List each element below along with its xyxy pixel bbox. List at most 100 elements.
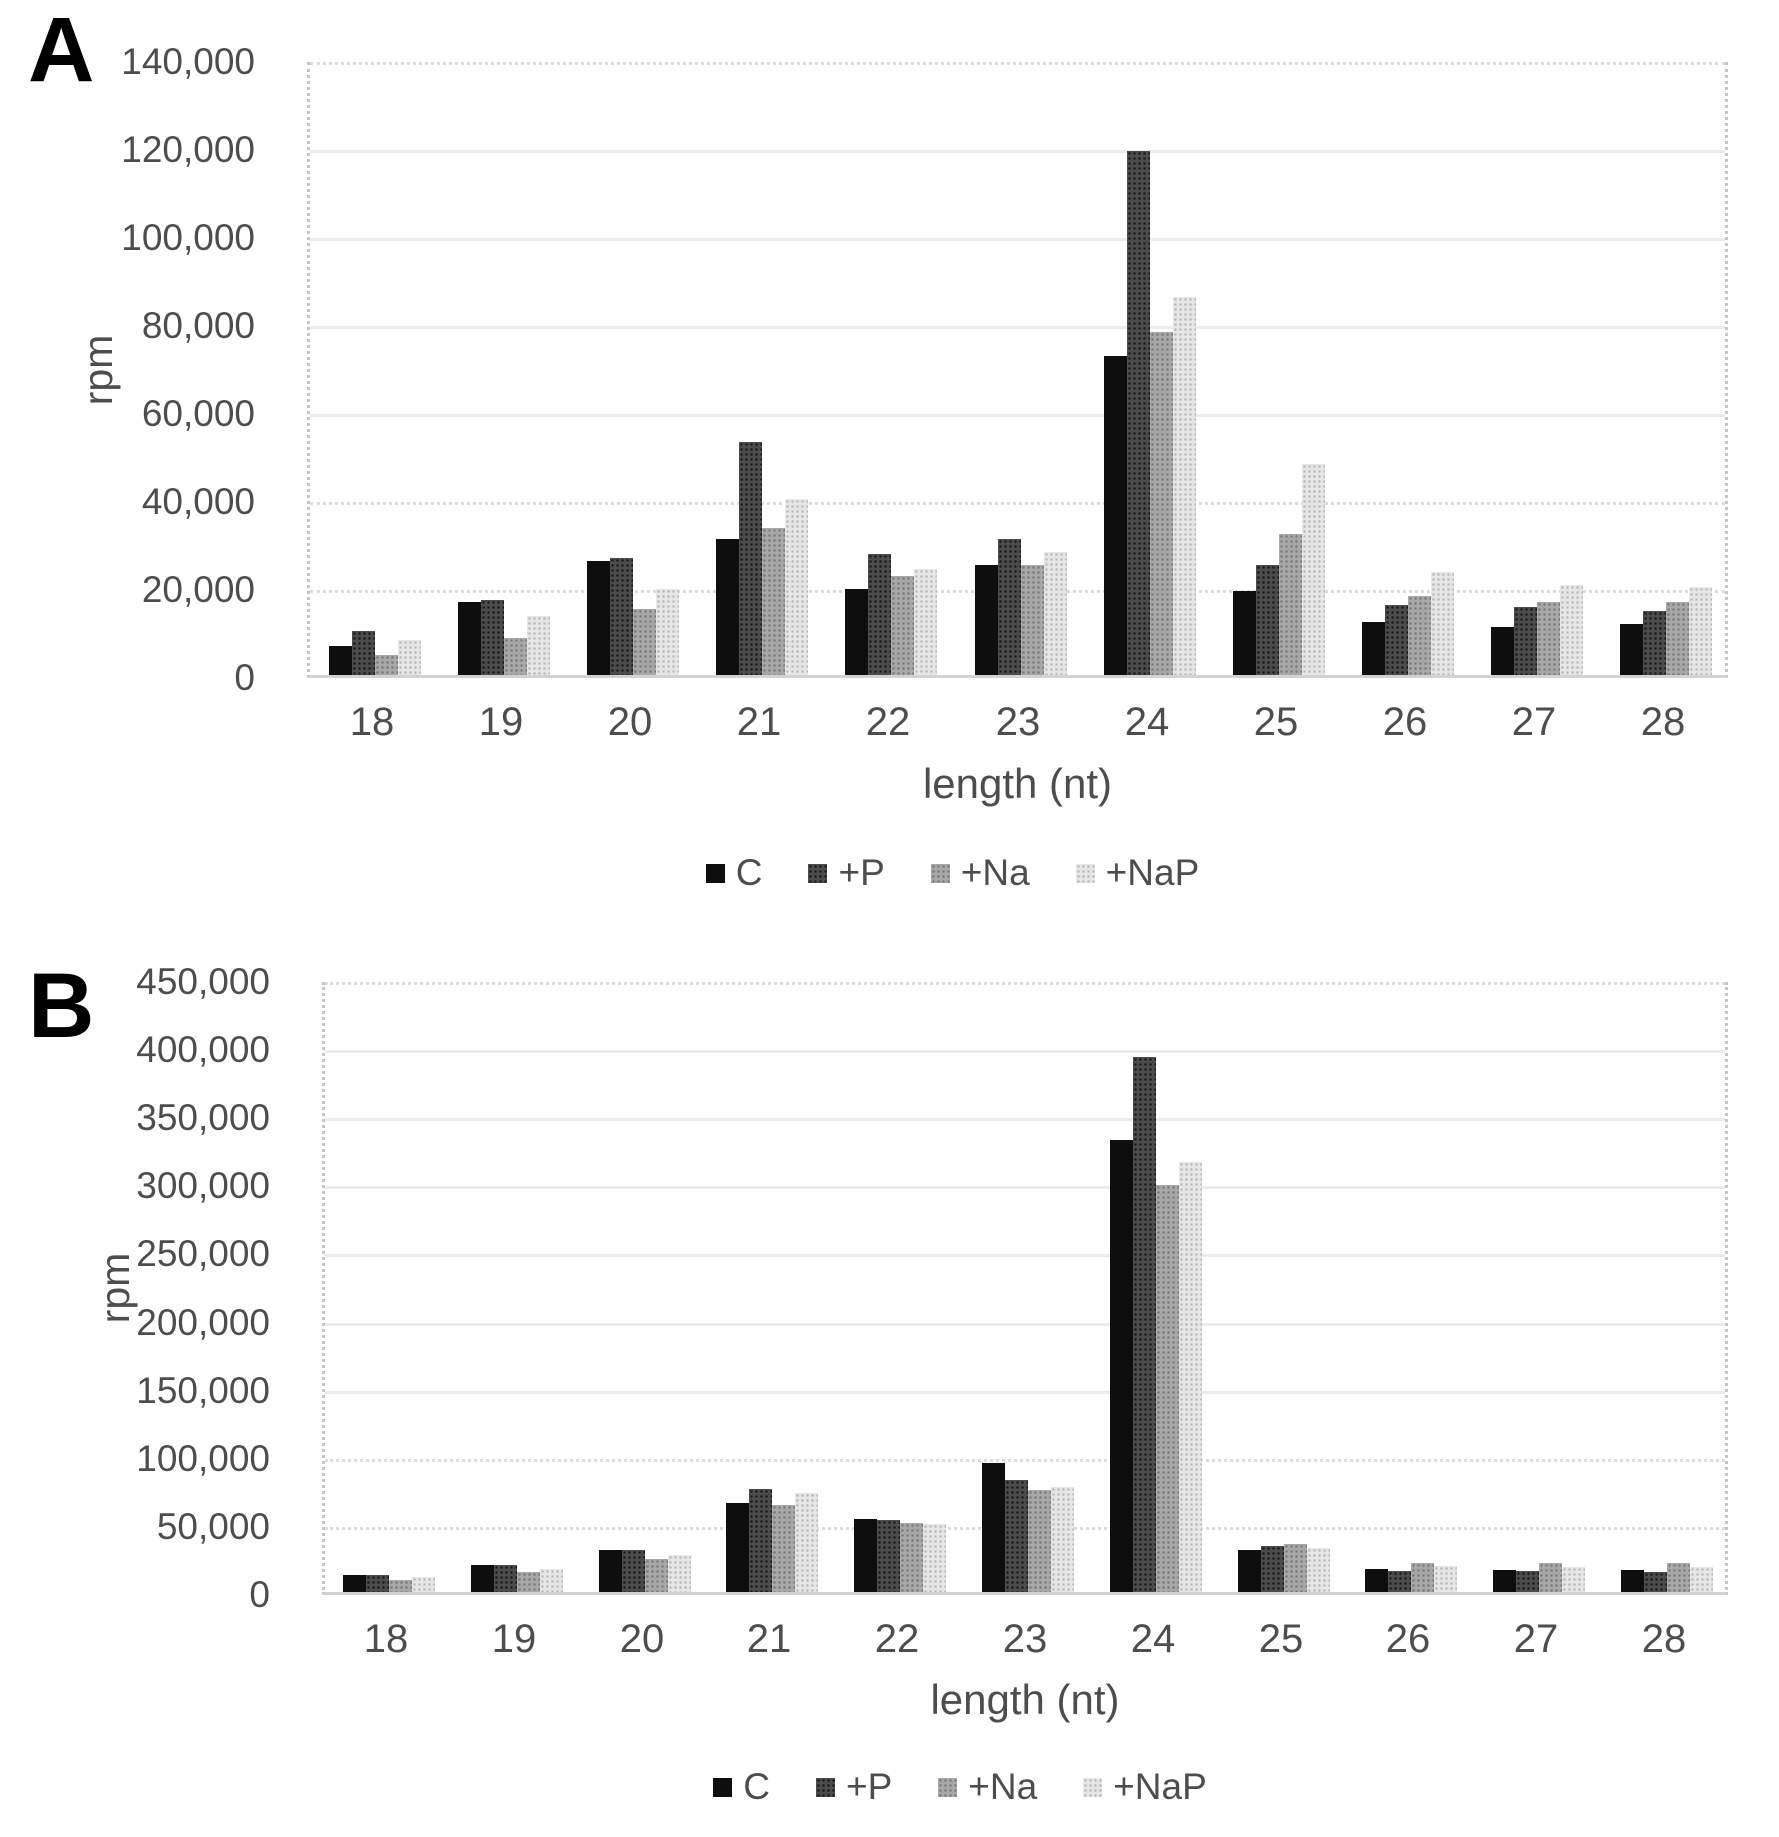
gray-dotted-square-icon: [938, 1777, 958, 1797]
y-tick-label: 0: [249, 1574, 270, 1615]
x-tick-label: 25: [1253, 700, 1299, 744]
legend-item-+Na: +Na: [938, 1766, 1037, 1808]
plot-area-b: [322, 982, 1728, 1595]
y-tick-label: 400,000: [136, 1029, 270, 1070]
x-tick-label: 18: [349, 700, 395, 744]
legend-label: C: [743, 1766, 770, 1807]
bar-+Na-22: [891, 576, 914, 675]
bar-C-28: [1621, 1570, 1644, 1592]
bar-+Na-21: [762, 528, 785, 675]
bar-+NaP-28: [1689, 587, 1712, 675]
x-tick-label: 19: [491, 1617, 537, 1661]
legend-label: C: [735, 852, 763, 893]
gridline: [325, 1186, 1725, 1189]
y-tick-label: 20,000: [141, 569, 255, 610]
bar-+P-18: [352, 631, 375, 675]
bar-+P-24: [1133, 1057, 1156, 1592]
panel-a: A rpm length (nt) C +P +Na +NaP 140,000 120,…: [0, 0, 1779, 910]
bar-+NaP-22: [923, 1524, 946, 1592]
bar-+Na-28: [1667, 1563, 1690, 1592]
bar-+P-22: [868, 554, 891, 675]
x-tick-label: 22: [865, 700, 911, 744]
x-tick-label: 20: [607, 700, 653, 744]
bar-+NaP-20: [656, 589, 679, 675]
bar-+Na-26: [1411, 1563, 1434, 1592]
bar-+NaP-25: [1302, 464, 1325, 675]
gridline: [310, 62, 1725, 65]
bar-C-28: [1620, 624, 1643, 675]
plot-area-a: [307, 62, 1728, 678]
legend-a: C +P +Na +NaP: [307, 848, 1598, 898]
dark-dotted-square-icon: [815, 1777, 835, 1797]
y-tick-label: 150,000: [136, 1370, 270, 1411]
gridline: [325, 1118, 1725, 1121]
legend-item-+P: +P: [815, 1766, 892, 1808]
bar-C-23: [975, 565, 998, 675]
bar-C-24: [1104, 356, 1127, 675]
bar-+P-21: [739, 442, 762, 675]
gridline: [325, 1323, 1725, 1326]
bar-C-24: [1110, 1140, 1133, 1592]
x-tick-label: 23: [1002, 1617, 1048, 1661]
x-tick-label: 22: [874, 1617, 920, 1661]
y-tick-label: 300,000: [136, 1165, 270, 1206]
bar-+P-27: [1516, 1571, 1539, 1592]
bar-+NaP-21: [785, 499, 808, 675]
bar-+Na-27: [1539, 1563, 1562, 1592]
x-axis-title-a: length (nt): [922, 760, 1113, 807]
bar-+NaP-18: [398, 640, 421, 675]
legend-item-+NaP: +NaP: [1083, 1766, 1207, 1808]
bar-C-19: [458, 602, 481, 675]
bar-+NaP-23: [1051, 1487, 1074, 1592]
gridline: [310, 326, 1725, 329]
bar-+Na-25: [1284, 1544, 1307, 1592]
bar-+NaP-19: [527, 616, 550, 675]
y-tick-label: 100,000: [136, 1438, 270, 1479]
legend-item-C: C: [713, 1766, 770, 1808]
x-tick-label: 26: [1382, 700, 1428, 744]
bar-+Na-24: [1156, 1185, 1179, 1592]
bar-C-19: [471, 1565, 494, 1592]
panel-a-label: A: [28, 0, 95, 101]
y-tick-label: 120,000: [121, 129, 255, 170]
bar-+Na-19: [504, 638, 527, 675]
gridline: [325, 1050, 1725, 1053]
legend-label: +NaP: [1113, 1766, 1207, 1807]
bar-C-18: [343, 1575, 366, 1592]
light-dotted-square-icon: [1075, 863, 1095, 883]
bar-+Na-21: [772, 1505, 795, 1592]
bar-+Na-19: [517, 1572, 540, 1592]
x-axis-title-b: length (nt): [930, 1676, 1120, 1723]
gridline: [310, 150, 1725, 153]
legend-b: C +P +Na +NaP: [322, 1762, 1598, 1812]
panel-b: B rpm length (nt) C +P +Na +NaP 450,000 400,…: [0, 910, 1779, 1837]
x-tick-label: 24: [1124, 700, 1170, 744]
bar-+P-23: [998, 539, 1021, 675]
gridline: [310, 238, 1725, 241]
bar-+P-26: [1388, 1571, 1411, 1592]
x-tick-label: 21: [736, 700, 782, 744]
y-tick-label: 0: [234, 657, 255, 698]
bar-+Na-27: [1537, 602, 1560, 675]
bar-+P-28: [1644, 1572, 1667, 1592]
gridline: [325, 1391, 1725, 1394]
bar-+NaP-26: [1431, 572, 1454, 675]
y-tick-label: 100,000: [121, 217, 255, 258]
gridline: [325, 982, 1725, 985]
legend-label: +P: [838, 852, 885, 893]
bar-+NaP-18: [412, 1577, 435, 1592]
light-dotted-square-icon: [1083, 1777, 1103, 1797]
bar-+NaP-22: [914, 569, 937, 675]
bar-+NaP-27: [1562, 1567, 1585, 1592]
bar-C-21: [726, 1503, 749, 1592]
bar-+Na-22: [900, 1523, 923, 1592]
bar-+P-28: [1643, 611, 1666, 675]
bar-+P-27: [1514, 607, 1537, 675]
bar-+NaP-24: [1173, 297, 1196, 675]
bar-+Na-26: [1408, 596, 1431, 675]
x-tick-label: 24: [1130, 1617, 1176, 1661]
x-tick-label: 23: [995, 700, 1041, 744]
x-tick-label: 27: [1513, 1617, 1559, 1661]
x-tick-label: 28: [1640, 700, 1686, 744]
bar-+NaP-23: [1044, 552, 1067, 675]
